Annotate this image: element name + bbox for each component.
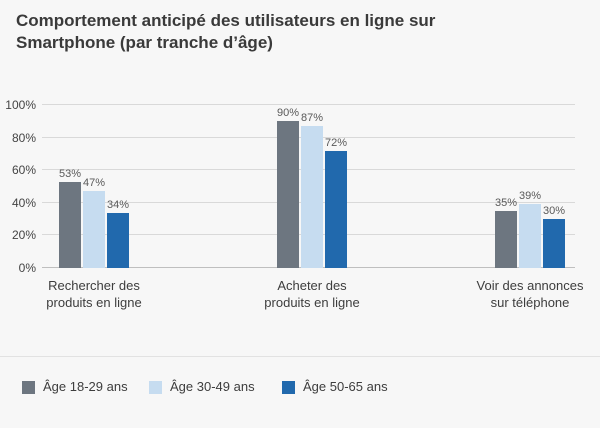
legend-item: Âge 30-49 ans	[149, 379, 255, 395]
category-label-line: Voir des annonces	[476, 278, 584, 293]
y-tick-label: 40%	[11, 195, 36, 210]
chart-title: Comportement anticipé des utilisateurs e…	[16, 11, 436, 52]
category-label-line: sur téléphone	[490, 295, 570, 310]
category-label: Voir des annonces sur téléphone	[445, 277, 600, 311]
category-label: Rechercher des produits en ligne	[9, 277, 179, 311]
y-tick-label: 80%	[11, 130, 36, 145]
bar-value-label: 53%	[58, 167, 82, 180]
legend-label: Âge 18-29 ans	[43, 379, 128, 394]
bar-s1-c2	[519, 204, 541, 268]
y-tick-label: 60%	[11, 163, 36, 178]
bar-value-label: 34%	[106, 198, 130, 211]
bar-s2-c0	[107, 212, 129, 268]
bar-value-label: 35%	[494, 197, 518, 209]
y-tick-label: 100%	[5, 98, 36, 112]
category-label-line: Rechercher des	[48, 278, 140, 293]
category-label: Acheter des produits en ligne	[227, 277, 397, 311]
bar-s1-c1	[301, 126, 323, 268]
gridline-100	[42, 104, 575, 105]
category-label-line: Acheter des	[277, 278, 347, 293]
legend-item: Âge 18-29 ans	[22, 379, 128, 395]
category-label-line: produits en ligne	[264, 295, 360, 310]
legend-label: Âge 30-49 ans	[170, 379, 255, 394]
plot-area: 53% 47% 34% 90% 87% 72% 35% 39% 30%	[42, 104, 575, 268]
bar-s0-c0	[59, 181, 81, 268]
bar-value-label: 30%	[542, 205, 566, 218]
category-label-line: produits en ligne	[46, 295, 142, 310]
bar-value-label: 72%	[324, 136, 348, 149]
legend-label: Âge 50-65 ans	[303, 379, 388, 394]
bar-value-label: 87%	[300, 112, 324, 125]
y-axis: 0% 20% 40% 60% 80% 100%	[0, 98, 36, 275]
legend-divider	[0, 356, 600, 357]
bar-value-label: 90%	[276, 107, 300, 120]
bar-value-label: 39%	[518, 190, 542, 203]
legend-item: Âge 50-65 ans	[282, 379, 388, 395]
bar-value-label: 47%	[82, 177, 106, 190]
y-tick-label: 20%	[11, 228, 36, 243]
legend-swatch-icon	[22, 380, 35, 394]
bar-s1-c0	[83, 191, 105, 268]
bar-s0-c2	[495, 211, 517, 268]
legend-swatch-icon	[282, 380, 295, 394]
y-tick-label: 0%	[18, 261, 36, 275]
bar-s2-c2	[543, 219, 565, 268]
legend-swatch-icon	[149, 380, 162, 394]
bar-s0-c1	[277, 121, 299, 268]
bar-s2-c1	[325, 150, 347, 268]
